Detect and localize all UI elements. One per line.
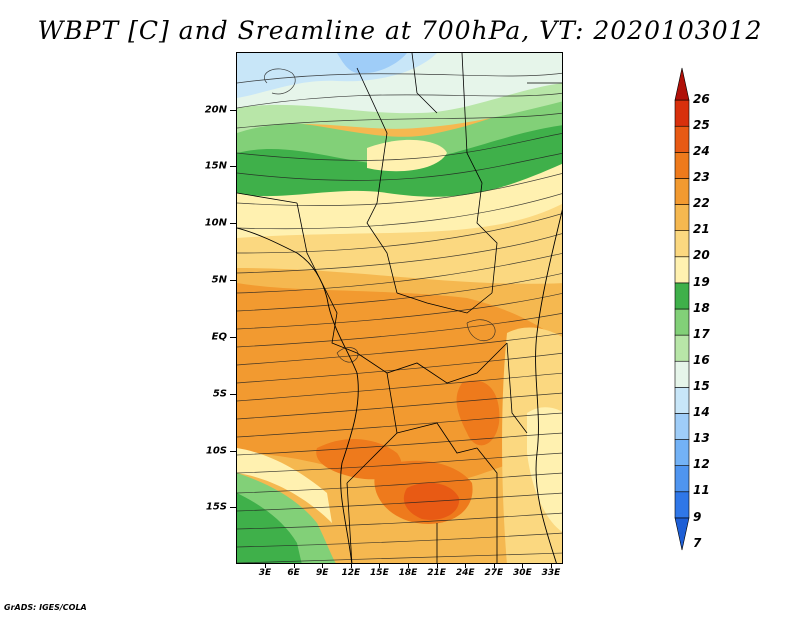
colorbar-label: 14 [693, 405, 710, 420]
colorbar-segment [674, 465, 690, 493]
colorbar-segment [674, 230, 690, 258]
x-tick-mark [322, 563, 324, 568]
field-yellow-pocket [367, 139, 447, 172]
coastline-east [535, 209, 562, 563]
colorbar [674, 67, 690, 551]
colorbar-segment [674, 491, 690, 519]
colorbar-segment [674, 360, 690, 388]
x-tick-mark [265, 563, 266, 568]
x-tick-label: 3E [258, 568, 272, 578]
field-green-light [237, 78, 562, 133]
colorbar-label: 13 [693, 431, 710, 446]
x-tick-label: 15E [370, 568, 389, 578]
x-tick-label: 21E [427, 568, 446, 578]
colorbar-label: 16 [693, 352, 710, 367]
y-tick-label: 20N [204, 104, 227, 116]
colorbar-segment [674, 282, 690, 310]
x-tick-label: 18E [398, 568, 418, 578]
x-tick-label: 30E [513, 568, 532, 578]
x-tick-label: 24E [455, 568, 475, 578]
y-tick-mark [230, 507, 236, 508]
country-borders [237, 53, 562, 563]
x-tick-label: 27E [484, 568, 504, 578]
x-tick-mark [551, 563, 552, 568]
field-cold-2 [337, 53, 407, 74]
colorbar-segment [674, 125, 690, 153]
colorbar-segment [674, 67, 690, 101]
field-green-dark [237, 113, 562, 197]
field-east-yellow [527, 407, 562, 532]
colorbar-label: 15 [693, 379, 710, 394]
colorbar-segment [674, 308, 690, 336]
y-tick-label: 5S [212, 388, 227, 400]
colorbar-label: 17 [693, 326, 710, 341]
y-tick-mark [230, 337, 236, 338]
colorbar-label: 22 [693, 196, 710, 211]
x-tick-label: 33E [541, 568, 561, 578]
streamlines [237, 68, 562, 563]
x-tick-mark [522, 563, 524, 568]
y-tick-mark [230, 394, 236, 395]
colorbar-segment [674, 152, 690, 179]
x-tick-mark [350, 563, 352, 568]
colorbar-label: 23 [693, 170, 710, 185]
map-panel [236, 52, 563, 564]
colorbar-segment [674, 204, 690, 231]
y-tick-label: 5N [211, 274, 227, 286]
y-tick-label: 10S [205, 445, 227, 457]
field-sw-yellow [237, 448, 332, 523]
footer-credit: GrADS: IGES/COLA [4, 603, 87, 612]
colorbar-label: 26 [693, 91, 710, 106]
field-green-mid [237, 93, 562, 165]
x-tick-mark [493, 563, 495, 568]
map-canvas [237, 53, 562, 563]
colorbar-label: 20 [693, 248, 710, 263]
y-tick-mark [230, 451, 236, 452]
colorbar-segment [674, 178, 690, 205]
x-tick-label: 9E [315, 568, 329, 578]
y-tick-label: 15N [204, 160, 227, 172]
y-tick-mark [230, 166, 236, 167]
colorbar-segment [674, 387, 690, 414]
colorbar-label: 12 [693, 457, 710, 472]
colorbar-segment [674, 413, 690, 440]
colorbar-label: 25 [693, 117, 710, 132]
x-tick-mark [408, 563, 409, 568]
x-tick-mark [293, 563, 295, 568]
colorbar-segment [674, 256, 690, 284]
chart-title: WBPT [C] and Sreamline at 700hPa, VT: 20… [37, 16, 763, 45]
coastline [237, 227, 359, 563]
colorbar-label: 11 [693, 483, 710, 498]
colorbar-label: 19 [693, 274, 710, 289]
y-tick-mark [230, 280, 236, 281]
colorbar-label: 7 [693, 535, 702, 550]
colorbar-segment [674, 439, 690, 466]
x-tick-label: 6E [287, 568, 300, 578]
x-tick-label: 12E [341, 568, 361, 578]
colorbar-segment [674, 99, 690, 127]
x-tick-mark [465, 563, 467, 568]
x-tick-mark [379, 563, 381, 568]
colorbar-label: 18 [693, 300, 710, 315]
colorbar-segment [674, 517, 690, 551]
y-tick-label: EQ [211, 331, 227, 343]
colorbar-label: 9 [693, 509, 702, 524]
field-red-orange-3 [456, 380, 500, 446]
colorbar-label: 21 [693, 222, 710, 237]
x-tick-mark [436, 563, 438, 568]
colorbar-label: 24 [693, 144, 710, 159]
y-tick-label: 15S [205, 501, 227, 513]
y-tick-label: 10N [204, 217, 227, 229]
y-tick-mark [230, 223, 236, 224]
colorbar-segment [674, 334, 690, 362]
y-tick-mark [230, 110, 236, 111]
